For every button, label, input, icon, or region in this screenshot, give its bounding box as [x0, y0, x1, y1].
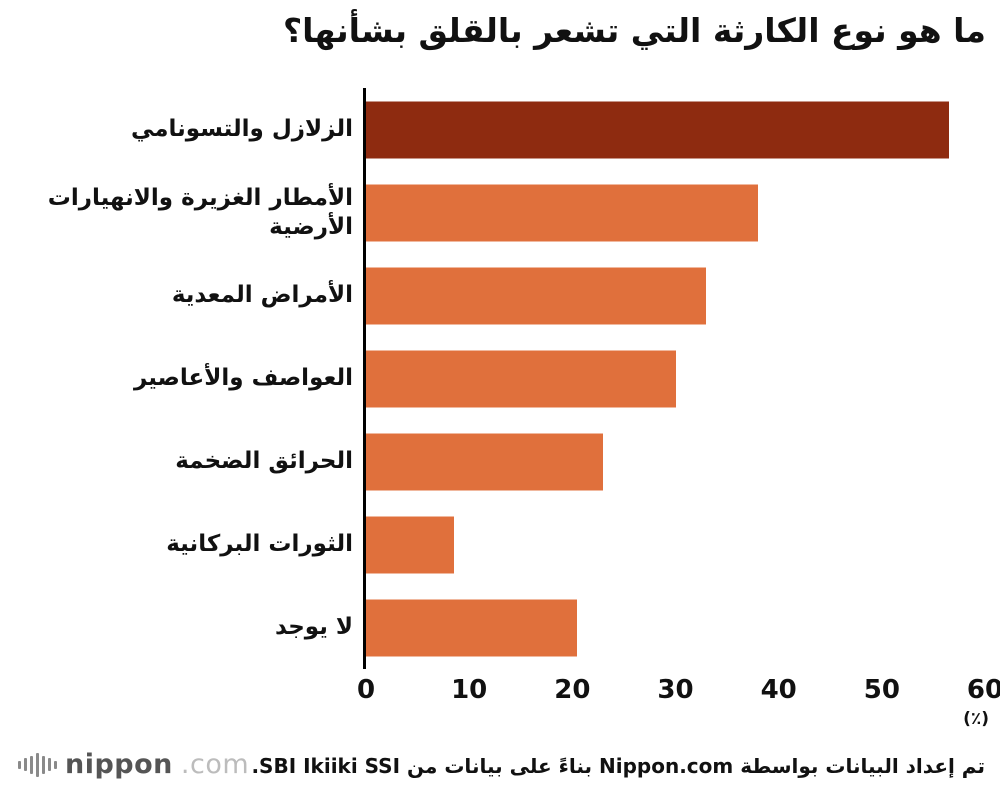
nippon-logo: nippon .com — [18, 749, 249, 780]
chart-row: الثورات البركانية — [0, 503, 985, 586]
category-label: الزلازل والتسونامي — [131, 116, 353, 143]
bar-track — [363, 420, 985, 503]
bar-4 — [366, 433, 604, 490]
chart-row: الأمطار الغزيرة والانهيارات الأرضية — [0, 171, 985, 254]
x-tick-label: 50 — [863, 675, 900, 705]
bar-3 — [366, 350, 676, 407]
bar-0 — [366, 101, 949, 158]
category-label: الأمراض المعدية — [171, 282, 353, 309]
bar-track — [363, 88, 985, 171]
bar-track — [363, 337, 985, 420]
category-label: العواصف والأعاصير — [133, 365, 353, 392]
chart-row: العواصف والأعاصير — [0, 337, 985, 420]
waveform-icon — [18, 750, 57, 780]
footer: nippon .com تم إعداد البيانات بواسطة Nipp… — [0, 734, 1000, 794]
bar-track — [363, 254, 985, 337]
bar-5 — [366, 516, 454, 573]
chart-row: لا يوجد — [0, 586, 985, 669]
chart-row: الزلازل والتسونامي — [0, 88, 985, 171]
x-tick-label: 60 — [966, 675, 1000, 705]
unit-label: (٪) — [963, 709, 989, 729]
logo-suffix: .com — [180, 749, 250, 780]
bar-6 — [366, 599, 578, 656]
x-tick-label: 40 — [760, 675, 797, 705]
category-label: الحرائق الضخمة — [175, 448, 353, 475]
x-axis: (٪) 0 10 20 30 40 50 60 — [357, 669, 1000, 737]
bar-track — [363, 171, 985, 254]
chart-row: الحرائق الضخمة — [0, 420, 985, 503]
x-tick-label: 0 — [356, 675, 376, 705]
chart-title: ما هو نوع الكارثة التي تشعر بالقلق بشأنه… — [282, 11, 986, 50]
bar-track — [363, 503, 985, 586]
category-label: لا يوجد — [274, 614, 353, 641]
bar-track — [363, 586, 985, 669]
logo-text: nippon — [65, 749, 173, 780]
x-tick-label: 20 — [554, 675, 591, 705]
category-label: الثورات البركانية — [166, 531, 353, 558]
bar-2 — [366, 267, 707, 324]
x-tick-label: 10 — [451, 675, 488, 705]
bar-1 — [366, 184, 759, 241]
x-tick-label: 30 — [657, 675, 694, 705]
chart-rows: الزلازل والتسونامي الأمطار الغزيرة والانه… — [0, 88, 985, 669]
chart-row: الأمراض المعدية — [0, 254, 985, 337]
source-text: تم إعداد البيانات بواسطة Nippon.com بناء… — [251, 754, 985, 778]
bar-chart: الزلازل والتسونامي الأمطار الغزيرة والانه… — [0, 88, 1000, 737]
category-label: الأمطار الغزيرة والانهيارات الأرضية — [47, 184, 353, 240]
